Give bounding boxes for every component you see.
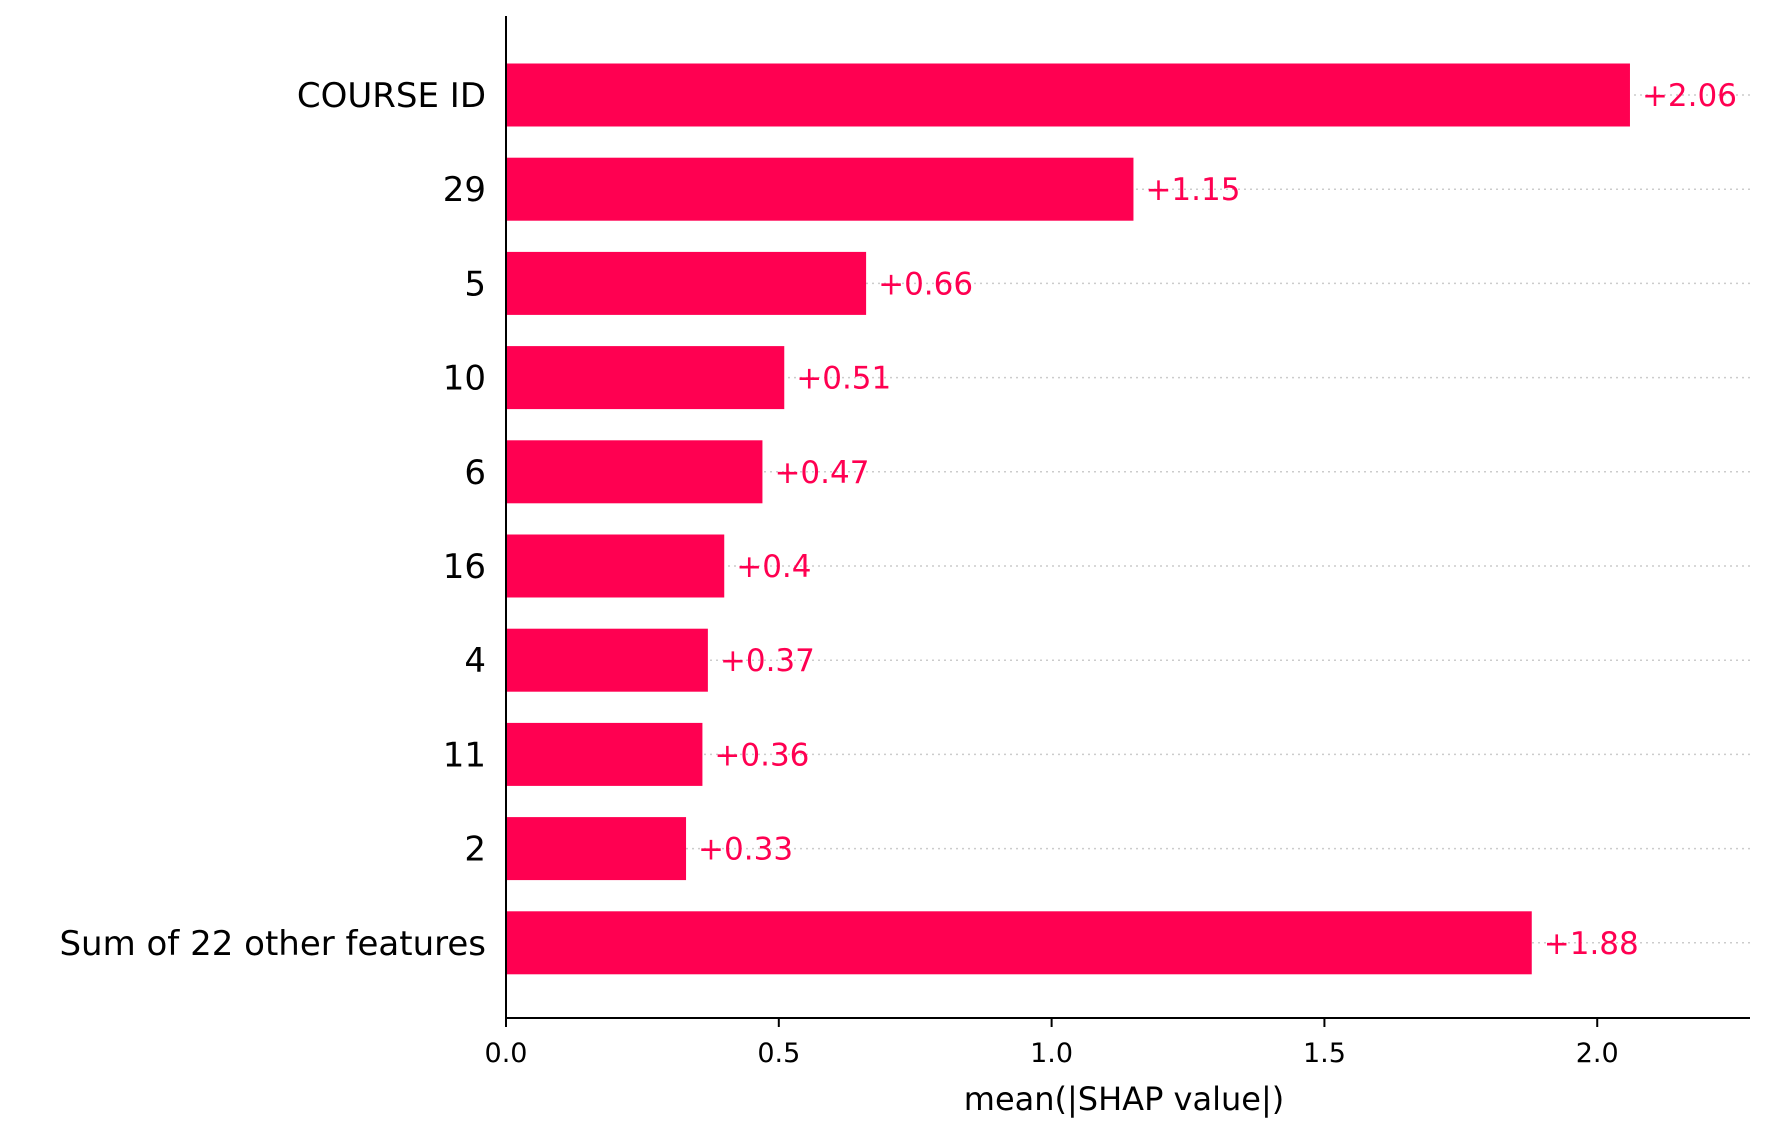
x-axis-title: mean(|SHAP value|) bbox=[964, 1080, 1284, 1118]
x-tick-label: 2.0 bbox=[1576, 1038, 1619, 1069]
category-label: Sum of 22 other features bbox=[59, 924, 486, 964]
category-label: 10 bbox=[443, 359, 486, 399]
value-label: +2.06 bbox=[1642, 78, 1737, 114]
bar bbox=[506, 628, 708, 692]
category-label: 6 bbox=[464, 453, 486, 493]
category-label: 5 bbox=[464, 264, 486, 304]
category-label: 4 bbox=[464, 641, 486, 681]
value-label: +0.51 bbox=[796, 361, 891, 397]
bar bbox=[506, 346, 785, 410]
category-label: 2 bbox=[464, 830, 486, 870]
value-label: +0.47 bbox=[774, 455, 869, 491]
value-label: +0.33 bbox=[698, 832, 793, 868]
category-label: 11 bbox=[443, 735, 486, 775]
bars bbox=[506, 63, 1630, 975]
bar bbox=[506, 534, 725, 598]
x-tick-label: 1.5 bbox=[1303, 1038, 1346, 1069]
bar bbox=[506, 911, 1532, 975]
value-label: +1.88 bbox=[1544, 926, 1639, 962]
category-label: 16 bbox=[443, 547, 486, 587]
value-label: +1.15 bbox=[1145, 172, 1240, 208]
x-tick-label: 0.5 bbox=[757, 1038, 800, 1069]
bar bbox=[506, 722, 703, 786]
axes bbox=[505, 16, 1750, 1019]
x-ticks: 0.0 0.5 1.0 1.5 2.0 bbox=[485, 1018, 1619, 1069]
bar bbox=[506, 251, 867, 315]
x-tick-label: 0.0 bbox=[485, 1038, 528, 1069]
value-label: +0.37 bbox=[720, 643, 815, 679]
value-label: +0.4 bbox=[736, 549, 811, 585]
bar bbox=[506, 440, 763, 504]
x-tick-label: 1.0 bbox=[1030, 1038, 1073, 1069]
category-labels: COURSE ID 29 5 10 6 16 4 11 2 Sum of 22 other fea… bbox=[59, 76, 486, 964]
category-label: 29 bbox=[443, 170, 486, 210]
value-label: +0.66 bbox=[878, 266, 973, 302]
bar bbox=[506, 817, 687, 881]
value-label: +0.36 bbox=[714, 737, 809, 773]
value-labels: +2.06 +1.15 +0.66 +0.51 +0.47 +0.4 +0.37 +0.36 +… bbox=[698, 78, 1737, 962]
bar bbox=[506, 157, 1134, 221]
bar bbox=[506, 63, 1630, 127]
row-guides bbox=[506, 94, 1750, 944]
category-label: COURSE ID bbox=[297, 76, 486, 116]
